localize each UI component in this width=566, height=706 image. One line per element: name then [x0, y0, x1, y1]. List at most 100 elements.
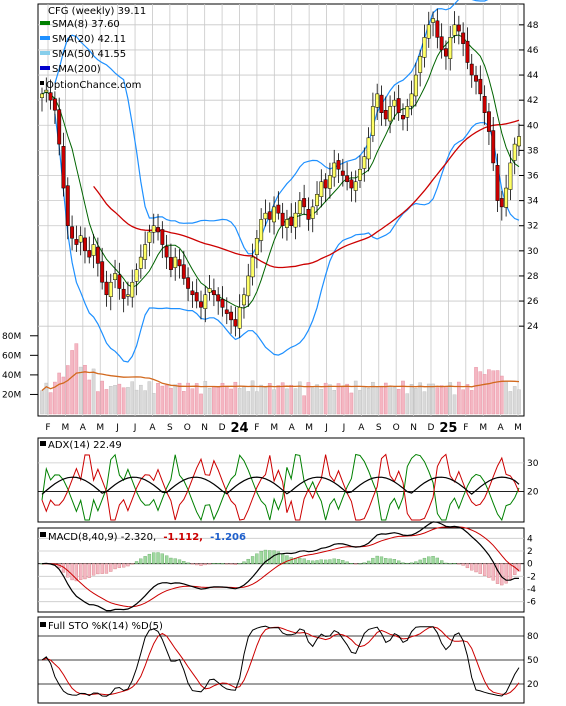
- volume-bar: [203, 381, 208, 415]
- adx-tick-label: 20: [527, 487, 539, 497]
- legend-swatch-sma200: [40, 66, 50, 70]
- candle-body: [250, 256, 255, 278]
- macd-hist-bar: [341, 560, 345, 564]
- macd-hist-bar: [104, 563, 109, 574]
- macd-marker: [40, 532, 46, 537]
- volume-bar: [267, 383, 272, 415]
- macd-hist-bar: [495, 563, 500, 584]
- volume-bar: [194, 383, 199, 415]
- macd-hist-bar: [207, 563, 212, 565]
- macd-hist-bar: [74, 563, 79, 582]
- volume-bar: [310, 387, 315, 415]
- macd-signal-value: -1.112,: [163, 532, 203, 543]
- candle-body: [332, 162, 337, 178]
- volume-bar: [452, 394, 457, 415]
- candle-body: [40, 93, 44, 98]
- volume-bar: [96, 391, 100, 415]
- x-tick-label: M: [514, 423, 522, 433]
- candle-body: [297, 200, 302, 214]
- volume-bar: [349, 392, 354, 415]
- candle-body: [448, 37, 453, 59]
- volume-bar: [487, 369, 491, 415]
- macd-hist-bar: [195, 563, 199, 566]
- x-tick-label: N: [410, 423, 417, 433]
- macd-hist-bar: [491, 563, 495, 581]
- candle-body: [508, 162, 513, 190]
- macd-hist-value: -1.206: [210, 532, 246, 543]
- candle-body: [375, 93, 380, 108]
- macd-tick-label: 4: [527, 534, 533, 544]
- macd-hist-bar: [465, 563, 470, 569]
- stoch-tick-label: 20: [527, 680, 539, 690]
- macd-hist-bar: [513, 563, 517, 575]
- x-tick-label: M: [305, 423, 313, 433]
- macd-hist-bar: [474, 563, 478, 573]
- volume-tick-label: 40M: [2, 371, 21, 381]
- volume-bar: [491, 370, 496, 415]
- x-tick-label: J: [115, 423, 119, 433]
- candle-body: [418, 55, 423, 73]
- volume-bar: [323, 382, 328, 415]
- x-tick-label: O: [393, 423, 400, 433]
- volume-bar: [250, 380, 255, 415]
- macd-hist-bar: [371, 557, 375, 564]
- candle-body: [392, 99, 397, 107]
- volume-bar: [242, 385, 246, 415]
- macd-tick-label: 2: [527, 547, 533, 557]
- macd-hist-bar: [117, 563, 122, 568]
- volume-bar: [233, 381, 238, 415]
- candle-body: [74, 239, 79, 245]
- volume-bar: [353, 380, 358, 415]
- volume-bar: [289, 384, 294, 415]
- macd-hist-bar: [130, 563, 134, 565]
- macd-hist-bar: [177, 559, 182, 564]
- candle-body: [186, 277, 191, 289]
- volume-bar: [44, 382, 49, 415]
- x-tick-label: 25: [439, 421, 457, 436]
- volume-bar: [87, 379, 92, 415]
- macd-hist-bar: [323, 559, 328, 564]
- volume-bar: [328, 384, 332, 415]
- volume-bar: [285, 388, 289, 415]
- volume-bar: [302, 395, 306, 415]
- candle-body: [100, 261, 105, 283]
- macd-hist-bar: [156, 552, 160, 564]
- macd-hist-bar: [461, 563, 465, 566]
- volume-bar: [478, 371, 483, 415]
- candle-body: [168, 257, 173, 270]
- macd-hist-bar: [190, 563, 195, 565]
- candle-body: [263, 212, 268, 220]
- legend-sma50: SMA(50) 41.55: [52, 49, 126, 60]
- candle-body: [289, 216, 294, 226]
- macd-hist-bar: [384, 558, 388, 564]
- macd-hist-bar: [319, 559, 323, 564]
- volume-bars: [40, 343, 521, 415]
- volume-bar: [272, 389, 276, 415]
- candle-body: [495, 165, 500, 201]
- volume-bar: [362, 386, 367, 415]
- candle-body: [396, 98, 401, 113]
- volume-bar: [401, 380, 405, 415]
- macd-hist-bar: [414, 561, 418, 564]
- macd-hist-bar: [113, 563, 117, 570]
- volume-bar: [341, 386, 345, 415]
- volume-axis: 80M 60M 40M 20M: [2, 332, 38, 400]
- volume-bar: [139, 384, 143, 415]
- bollinger-lower-line: [54, 113, 520, 363]
- volume-bar: [57, 372, 61, 415]
- macd-hist-bar: [100, 563, 104, 574]
- minus-di-line: [41, 453, 520, 521]
- candle-body: [143, 244, 148, 260]
- candle-body: [125, 294, 130, 297]
- volume-bar: [61, 376, 66, 415]
- candle-body: [108, 281, 113, 297]
- macd-tick-label: -6: [527, 598, 536, 608]
- legend-swatch-sma20: [40, 36, 50, 40]
- macd-hist-bar: [379, 556, 384, 564]
- candle-body: [293, 212, 298, 228]
- candle-body: [95, 246, 100, 264]
- candle-body: [362, 156, 367, 169]
- macd-hist-bar: [504, 563, 508, 584]
- price-tick-label: 36: [527, 172, 539, 182]
- macd-hist-bar: [70, 563, 74, 581]
